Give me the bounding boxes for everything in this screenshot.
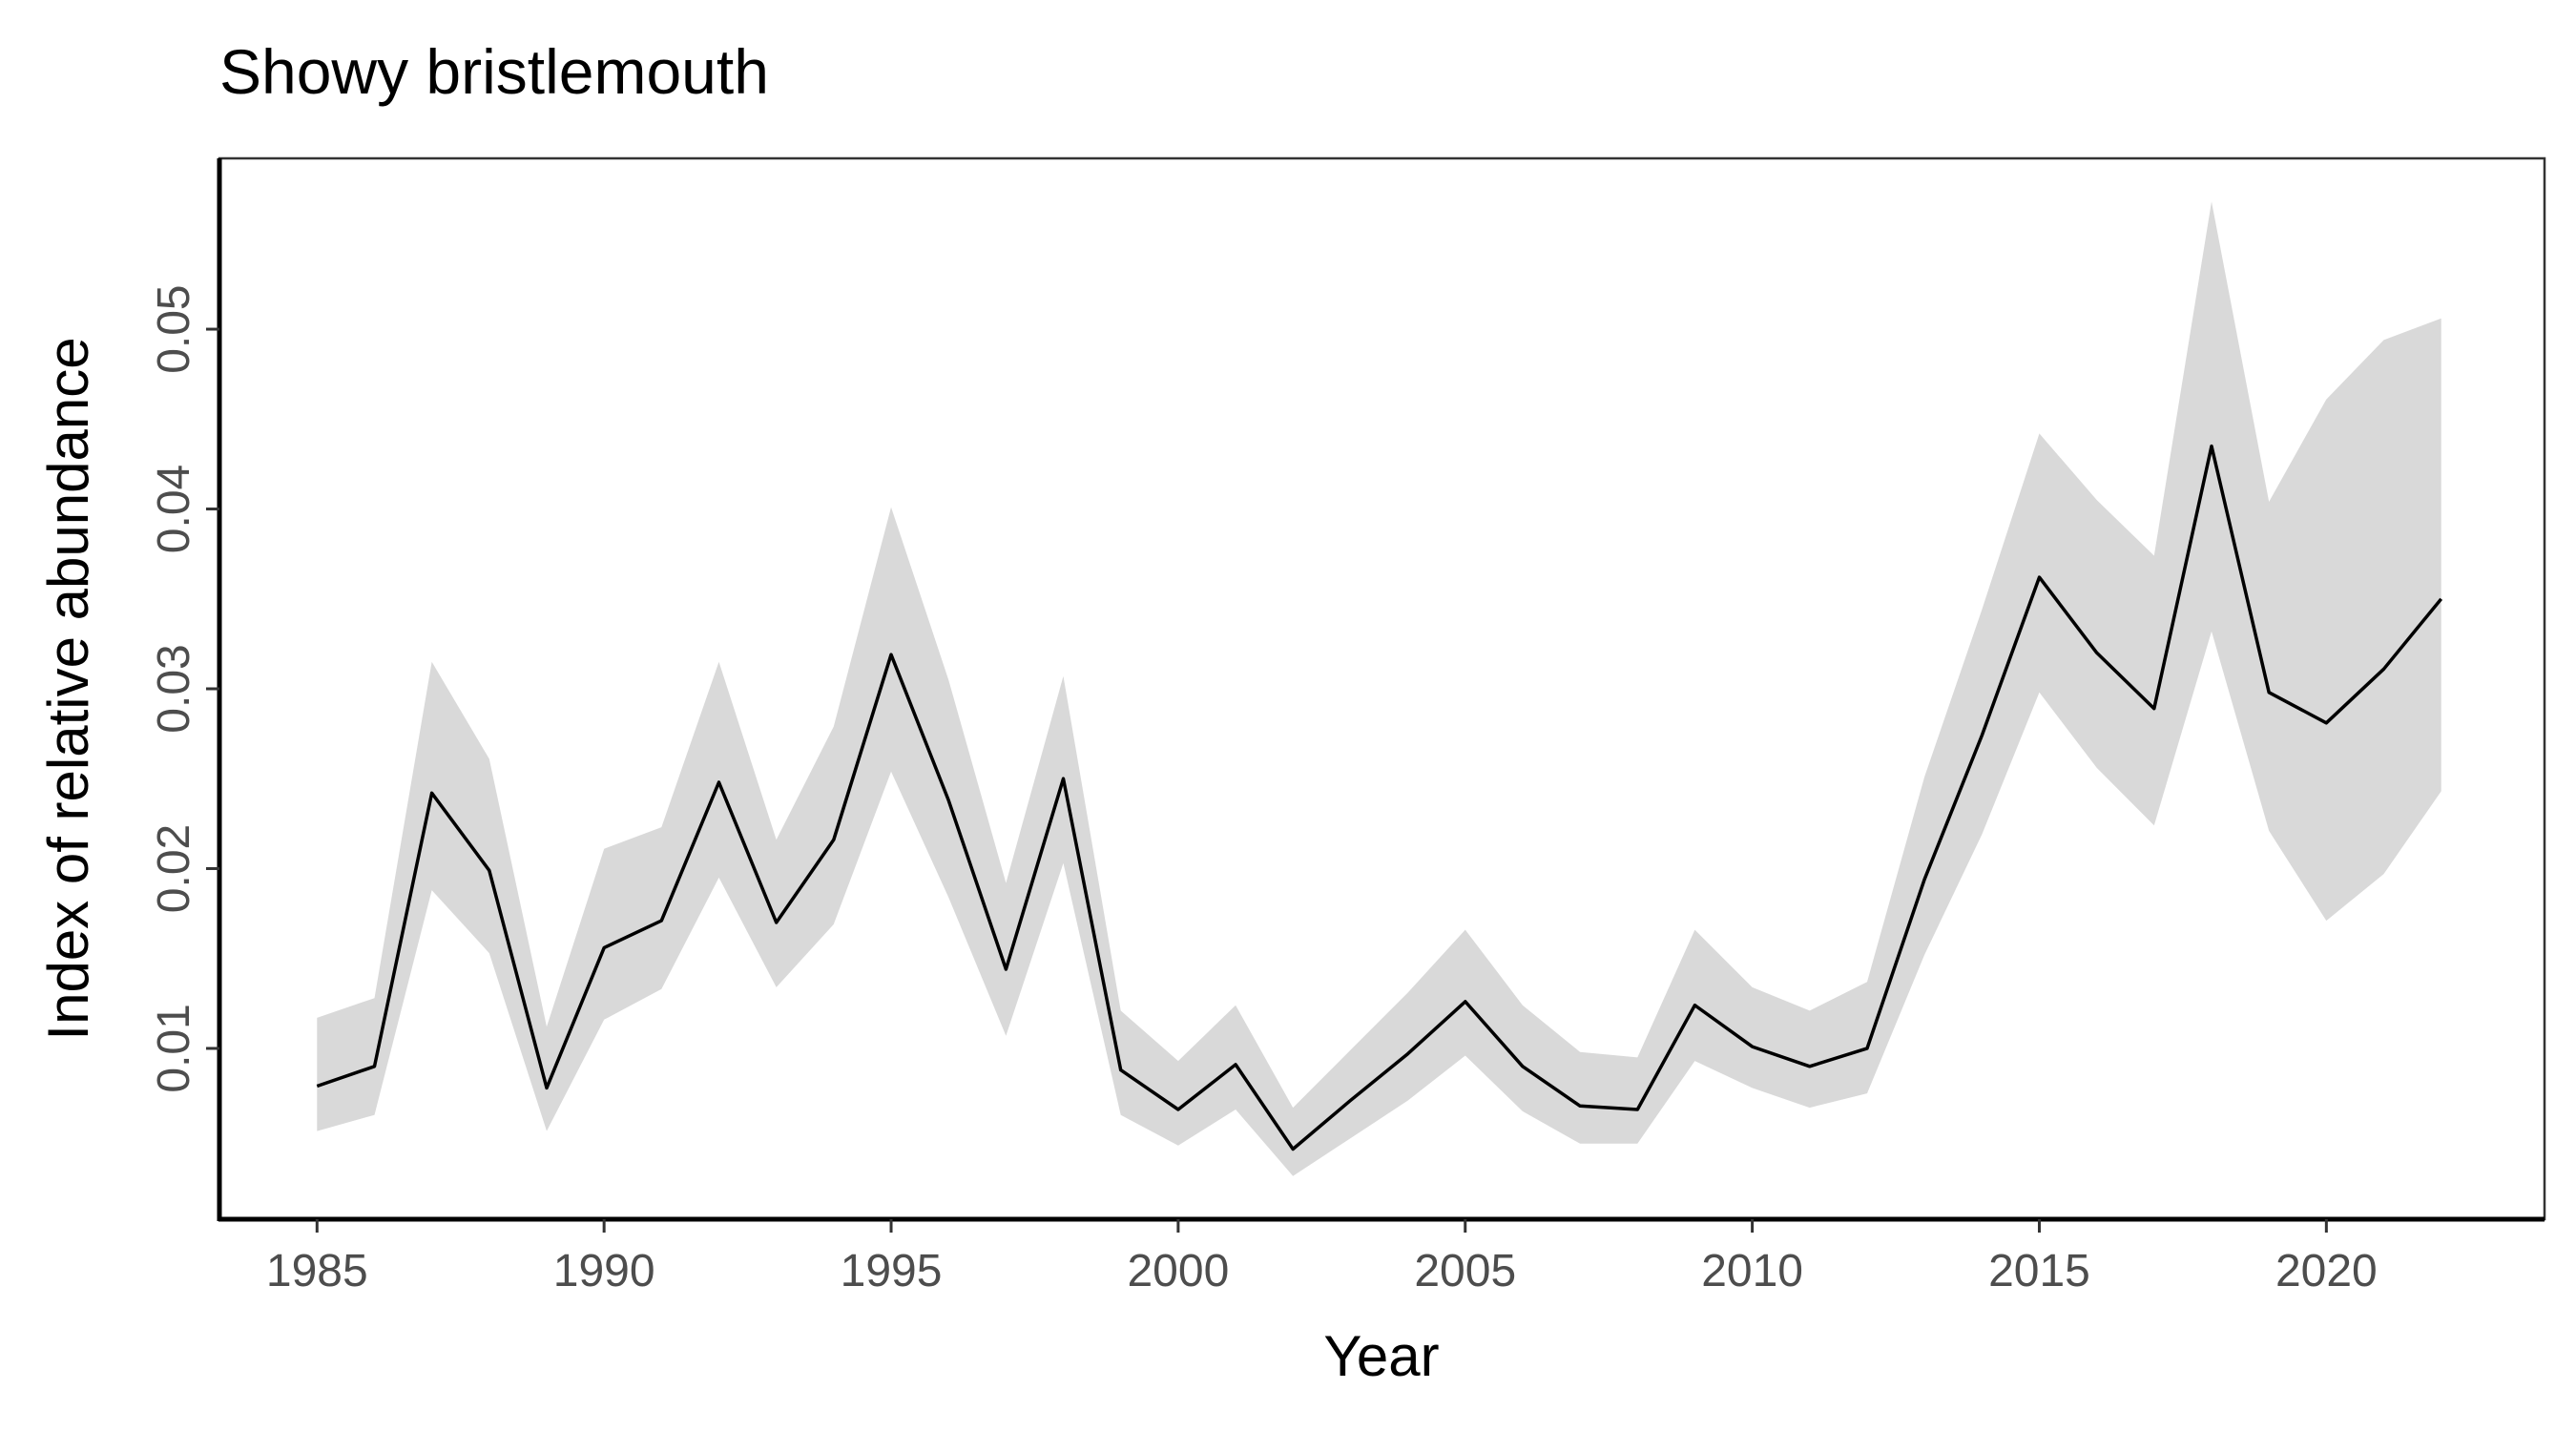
y-axis-ticks: 0.01 0.02 0.03 0.04 0.05 — [149, 284, 219, 1093]
y-tick-label: 0.01 — [149, 1004, 199, 1092]
confidence-band — [317, 201, 2441, 1176]
abundance-line — [316, 444, 2443, 1151]
x-tick-label: 2020 — [2275, 1246, 2378, 1296]
x-tick-label: 1985 — [266, 1246, 368, 1296]
x-tick-label: 2000 — [1127, 1246, 1229, 1296]
y-tick-label: 0.05 — [149, 284, 199, 373]
chart-title: Showy bristlemouth — [219, 36, 769, 107]
plot-area — [316, 201, 2443, 1176]
y-tick-label: 0.03 — [149, 644, 199, 733]
x-tick-label: 2005 — [1414, 1246, 1516, 1296]
y-tick-label: 0.04 — [149, 465, 199, 553]
y-axis-title: Index of relative abundance — [36, 337, 100, 1040]
x-tick-label: 1990 — [553, 1246, 655, 1296]
x-tick-label: 1995 — [841, 1246, 943, 1296]
x-tick-label: 2015 — [1988, 1246, 2090, 1296]
x-tick-label: 2010 — [1701, 1246, 1803, 1296]
y-tick-label: 0.02 — [149, 824, 199, 913]
x-axis-ticks: 1985 1990 1995 2000 2005 2010 2015 2020 — [266, 1219, 2378, 1296]
x-axis-title: Year — [1323, 1324, 1439, 1388]
